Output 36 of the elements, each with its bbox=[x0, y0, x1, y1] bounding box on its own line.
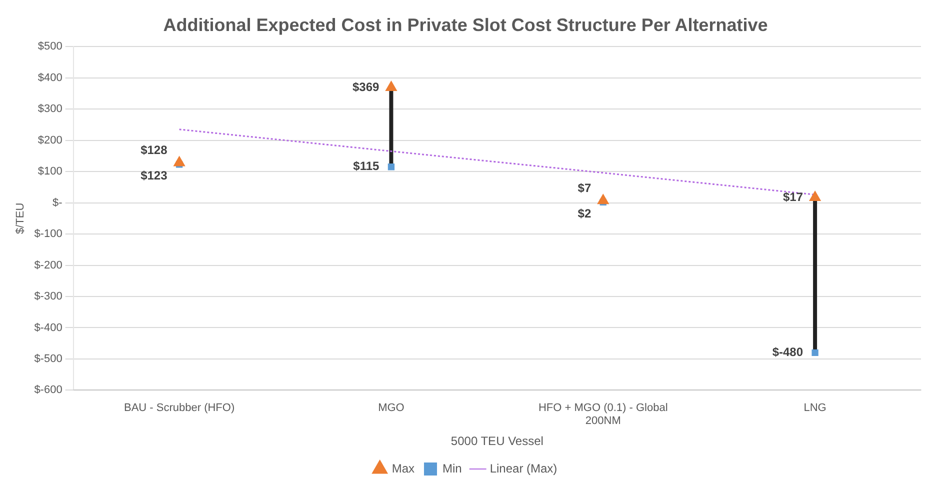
y-tick-label: $- bbox=[52, 196, 63, 209]
x-tick-label: BAU - Scrubber (HFO) bbox=[124, 402, 235, 414]
y-tick-label: $-500 bbox=[34, 352, 62, 365]
y-tick-label: $100 bbox=[38, 166, 62, 178]
data-label: $-480 bbox=[772, 345, 804, 360]
y-tick-label: $-100 bbox=[34, 228, 62, 240]
x-tick-label: HFO + MGO (0.1) - Global 200NM bbox=[538, 402, 668, 428]
y-tick-label: $-400 bbox=[34, 322, 62, 334]
data-label: $123 bbox=[140, 168, 168, 183]
y-tick-label: $-300 bbox=[34, 290, 62, 303]
data-label: $369 bbox=[352, 80, 380, 94]
y-tick-label: $500 bbox=[38, 40, 62, 53]
point bbox=[812, 349, 818, 356]
y-tick-label: $200 bbox=[38, 134, 62, 146]
point bbox=[386, 81, 397, 92]
data-label: $17 bbox=[783, 190, 804, 204]
chart-title: Additional Expected Cost in Private Slot Cost Structure Per Alternative bbox=[163, 14, 768, 35]
legend-label: Linear (Max) bbox=[490, 461, 558, 476]
data-label: $7 bbox=[578, 180, 592, 195]
point bbox=[388, 164, 395, 170]
y-tick-label: $400 bbox=[38, 72, 62, 84]
legend-label: Max bbox=[392, 461, 414, 476]
data-label: $128 bbox=[140, 143, 168, 158]
legend-label: Min bbox=[442, 461, 462, 476]
x-axis-title: 5000 TEU Vessel bbox=[450, 434, 544, 448]
point bbox=[597, 194, 609, 204]
x-tick-label: LNG bbox=[804, 402, 826, 414]
y-axis-title: $/TEU bbox=[14, 202, 27, 234]
point bbox=[809, 190, 821, 201]
y-tick-label: $-600 bbox=[34, 384, 62, 396]
data-label: $115 bbox=[353, 159, 380, 174]
y-tick-label: $300 bbox=[38, 103, 62, 116]
point bbox=[174, 156, 185, 166]
data-label: $2 bbox=[578, 206, 592, 220]
y-tick-label: $-200 bbox=[34, 259, 62, 272]
x-tick-label: MGO bbox=[378, 402, 405, 414]
